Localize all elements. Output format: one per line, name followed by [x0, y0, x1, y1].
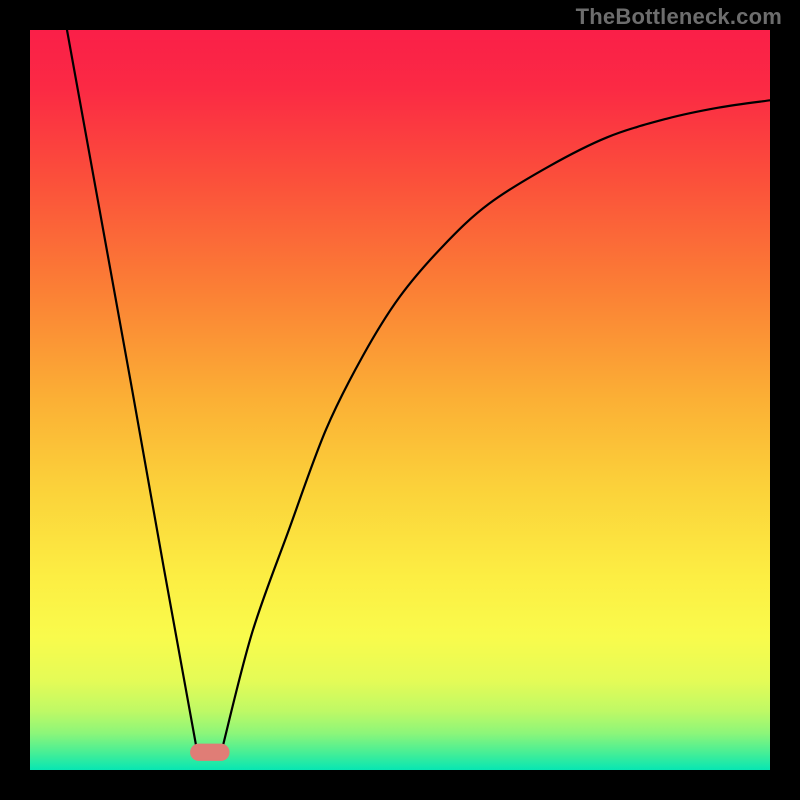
plot-svg [30, 30, 770, 770]
attribution-label: TheBottleneck.com [576, 4, 782, 30]
optimal-marker [191, 744, 229, 760]
gradient-background [30, 30, 770, 770]
chart-frame: TheBottleneck.com [0, 0, 800, 800]
bottleneck-chart [30, 30, 770, 770]
